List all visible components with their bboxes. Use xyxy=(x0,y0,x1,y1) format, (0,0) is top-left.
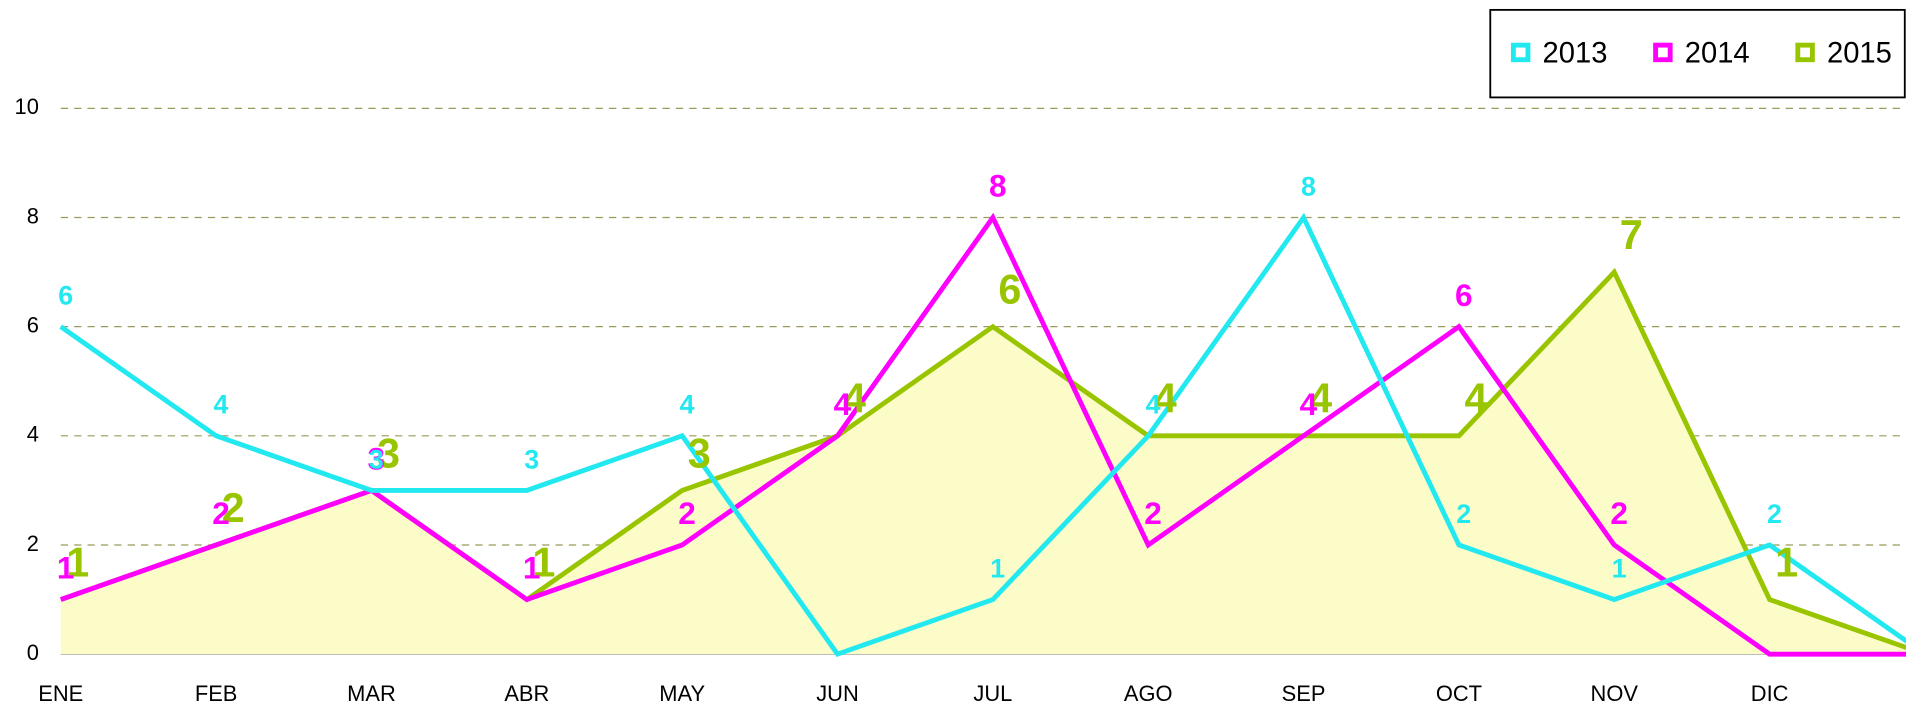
data-label: 1 xyxy=(66,539,89,585)
y-tick-label: 0 xyxy=(27,640,39,665)
x-tick-label: MAR xyxy=(347,681,396,706)
data-label: 2 xyxy=(1610,495,1628,531)
y-tick-label: 10 xyxy=(15,94,39,119)
x-tick-label: FEB xyxy=(195,681,238,706)
data-label: 3 xyxy=(368,441,386,477)
x-tick-label: OCT xyxy=(1436,681,1482,706)
data-label: 6 xyxy=(58,281,73,311)
x-tick-label: ABR xyxy=(504,681,549,706)
x-tick-label: SEP xyxy=(1282,681,1326,706)
data-label: 4 xyxy=(843,376,866,422)
data-label: 4 xyxy=(1154,376,1177,422)
data-label: 3 xyxy=(369,444,384,474)
legend-label: 2014 xyxy=(1685,38,1750,70)
data-label: 2 xyxy=(212,495,230,531)
x-tick-label: JUL xyxy=(973,681,1012,706)
x-tick-label: JUN xyxy=(816,681,859,706)
x-tick-label: ENE xyxy=(38,681,83,706)
data-label: 8 xyxy=(1301,171,1316,201)
y-tick-label: 4 xyxy=(27,422,39,447)
data-label: 1 xyxy=(57,550,75,586)
y-tick-label: 2 xyxy=(27,531,39,556)
data-label: 2 xyxy=(1144,495,1162,531)
data-label: 4 xyxy=(834,386,852,422)
area xyxy=(60,272,1906,655)
data-label: 1 xyxy=(532,539,555,585)
data-label: 2 xyxy=(1767,499,1782,529)
legend-box xyxy=(1489,8,1906,99)
data-label: 4 xyxy=(1464,376,1487,422)
data-label: 8 xyxy=(989,168,1007,204)
y-tick-label: 6 xyxy=(27,312,39,337)
legend-label: 2015 xyxy=(1827,38,1892,70)
data-label: 4 xyxy=(1300,386,1318,422)
data-label: 4 xyxy=(214,390,229,420)
data-label: 2 xyxy=(1456,499,1471,529)
data-label: 4 xyxy=(1309,376,1332,422)
x-tick-label: DIC xyxy=(1751,681,1789,706)
data-label: 2 xyxy=(678,495,696,531)
data-label: 3 xyxy=(524,444,539,474)
legend-swatch xyxy=(1653,42,1673,63)
data-label: 1 xyxy=(523,550,541,586)
data-label: 1 xyxy=(1612,553,1627,583)
legend-swatch xyxy=(1510,42,1531,63)
legend-label: 2013 xyxy=(1543,38,1608,70)
legend-swatch xyxy=(1795,42,1815,63)
data-label: 1 xyxy=(990,553,1005,583)
data-label: 6 xyxy=(1455,277,1473,313)
data-label: 2 xyxy=(222,485,245,531)
data-label: 4 xyxy=(680,390,695,420)
data-label: 1 xyxy=(1775,539,1798,585)
data-label: 3 xyxy=(377,430,400,476)
data-label: 4 xyxy=(1146,390,1161,420)
data-label: 3 xyxy=(688,430,711,476)
x-tick-label: MAY xyxy=(659,681,705,706)
line xyxy=(59,212,1906,658)
x-tick-label: NOV xyxy=(1591,681,1639,706)
data-label: 6 xyxy=(998,267,1021,313)
x-tick-label: AGO xyxy=(1124,681,1173,706)
y-tick-label: 8 xyxy=(27,203,39,228)
data-label: 7 xyxy=(1620,212,1643,258)
